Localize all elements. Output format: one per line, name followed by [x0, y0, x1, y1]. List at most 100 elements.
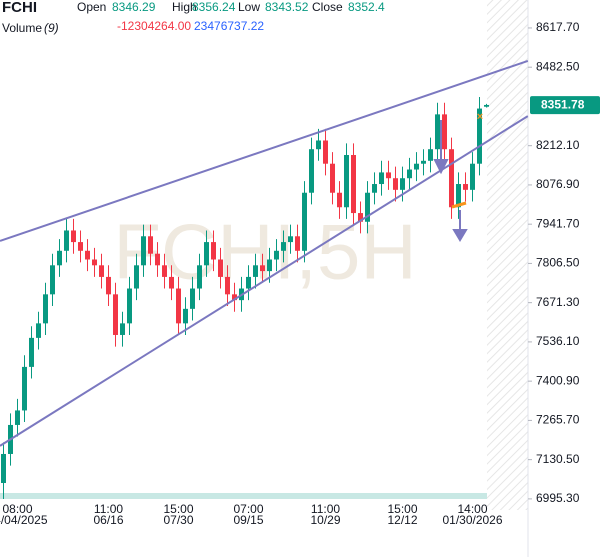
y-tick-label: 7536.10	[536, 334, 580, 348]
x-tick-label: 09/15	[233, 513, 263, 527]
candle-body	[309, 149, 314, 193]
candle-body	[197, 265, 202, 289]
x-tick-label: 07:00	[233, 502, 263, 516]
candle-body	[36, 323, 41, 338]
candle-body	[92, 259, 97, 266]
header: FCHI Open 8346.29 High 8356.24 Low 8343.…	[2, 0, 385, 35]
candle-body	[50, 265, 55, 295]
candle-body	[15, 410, 20, 425]
y-tick-label: 6995.30	[536, 491, 580, 505]
x-tick-label: 04/04/2025	[0, 513, 48, 527]
x-tick-label: 15:00	[163, 502, 193, 516]
volume-label: Volume	[2, 21, 42, 35]
candle-body	[85, 250, 90, 260]
x-tick-label: 14:00	[457, 502, 487, 516]
candle-body	[274, 250, 279, 260]
y-tick-label: 8482.50	[536, 59, 580, 73]
candle-body	[393, 178, 398, 190]
candle-body	[421, 160, 426, 164]
candle-body	[78, 242, 83, 251]
candle-body	[428, 149, 433, 161]
candle-body	[302, 192, 307, 251]
candle-body	[120, 323, 125, 335]
candle-body	[260, 265, 265, 272]
candle-body	[148, 236, 153, 254]
y-tick-label: 7941.70	[536, 216, 580, 230]
x-tick-label: 10/29	[310, 513, 340, 527]
candle-body	[358, 213, 363, 222]
candle-body	[204, 242, 209, 266]
candle-body	[29, 337, 34, 367]
x-tick-label: 01/30/2026	[442, 513, 502, 527]
candle-body	[386, 172, 391, 179]
candle-body	[351, 155, 356, 214]
candle-body	[57, 250, 62, 266]
legend-value: 8352.4	[348, 0, 385, 14]
candle-body	[288, 236, 293, 243]
legend-label: Close	[312, 0, 343, 14]
candle-body	[442, 114, 447, 150]
y-tick-label: 8212.10	[536, 138, 580, 152]
candle-body	[414, 163, 419, 170]
candle-body	[141, 236, 146, 266]
candle-body	[64, 230, 69, 251]
candle-body	[253, 265, 258, 277]
candle-body	[127, 288, 132, 324]
y-tick-label: 7265.70	[536, 413, 580, 427]
support-mark	[451, 201, 467, 209]
candle-body	[281, 242, 286, 251]
last-price-label: 8351.78	[541, 97, 585, 111]
candle-body	[295, 236, 300, 251]
x-tick-label: 12/12	[387, 513, 417, 527]
candle-body	[99, 265, 104, 277]
last-price-tag	[530, 96, 600, 115]
legend-label: Low	[238, 0, 260, 14]
trendline	[0, 115, 529, 447]
candle-body	[316, 140, 321, 150]
x-tick-label: 11:00	[311, 502, 340, 516]
y-tick-label: 7671.30	[536, 295, 580, 309]
candle-body	[407, 169, 412, 179]
candle-body	[176, 288, 181, 324]
volume-strip	[0, 493, 487, 499]
signal-x: ×	[477, 111, 483, 123]
legend-value: 8346.29	[112, 0, 156, 14]
legend-label: High	[172, 0, 197, 14]
candle-body	[344, 155, 349, 208]
x-tick-label: 11:00	[94, 502, 123, 516]
candle-body	[379, 172, 384, 185]
candle-body	[183, 308, 188, 324]
candle-body	[169, 276, 174, 289]
future-area	[487, 0, 528, 510]
candle-body	[22, 366, 27, 411]
candle-body	[1, 453, 6, 484]
candle-body	[225, 276, 230, 295]
candle-body	[155, 253, 160, 266]
candle-body	[43, 294, 48, 324]
y-tick-label: 7806.50	[536, 256, 580, 270]
signal-arrow	[433, 120, 449, 175]
candle-body	[400, 178, 405, 190]
y-tick-label: 8076.90	[536, 177, 580, 191]
candle-body	[337, 192, 342, 208]
x-tick-label: 07/30	[163, 513, 193, 527]
legend-label: Open	[77, 0, 106, 14]
candle-body	[449, 149, 454, 208]
candle-body	[365, 192, 370, 222]
candle-body	[218, 259, 223, 277]
volume-param: (9)	[44, 21, 59, 35]
candle-body	[456, 184, 461, 208]
volume-value: -12304264.00	[117, 19, 191, 33]
y-tick-label: 8617.70	[536, 20, 580, 34]
candle-body	[477, 108, 482, 164]
candle-body	[372, 184, 377, 193]
candle-body	[463, 184, 468, 190]
candle-body	[484, 104, 489, 107]
x-tick-label: 06/16	[93, 513, 123, 527]
candle-body	[106, 276, 111, 295]
candle-body	[134, 265, 139, 289]
volume-value: 23476737.22	[194, 19, 264, 33]
candle-body	[211, 242, 216, 260]
candle-body	[246, 276, 251, 289]
